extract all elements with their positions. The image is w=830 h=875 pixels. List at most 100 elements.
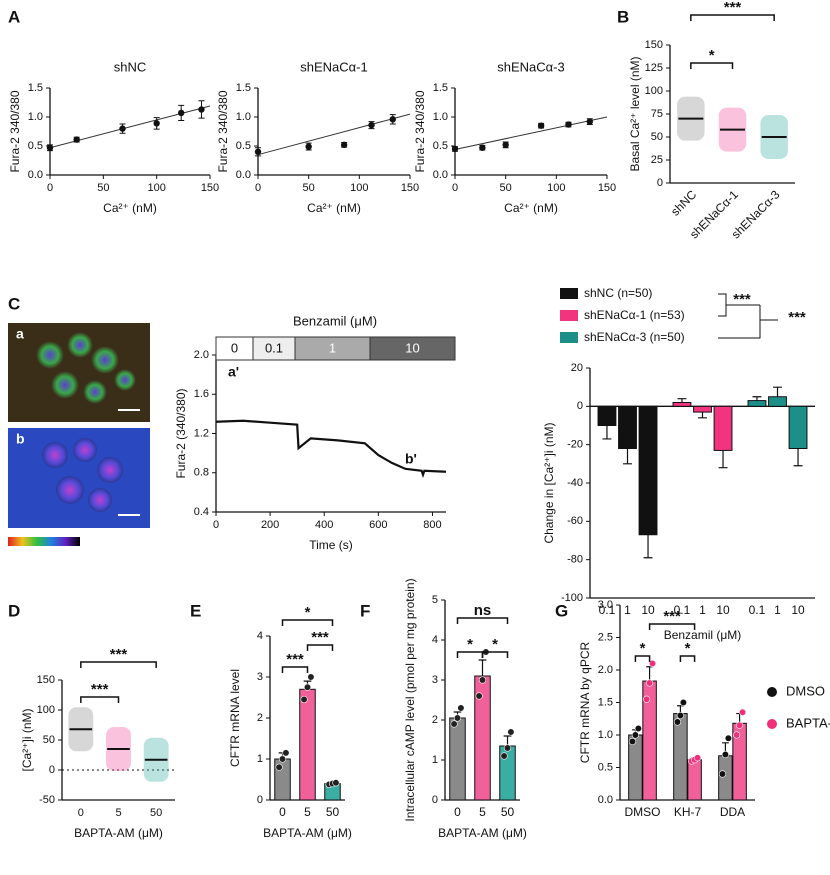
point	[693, 754, 702, 762]
chart-title: shENaCα-1	[300, 59, 367, 74]
x-tick-label: 1	[699, 603, 706, 617]
error-bar	[623, 448, 632, 465]
y-axis-label: [Ca²⁺]i (nM)	[20, 708, 34, 771]
y-tick-label: -40	[567, 477, 583, 489]
point	[254, 148, 262, 155]
x-tick-label: 1	[624, 603, 631, 617]
significance-label: ***	[724, 0, 742, 16]
y-axis-label: Basal Ca²⁺ level (nM)	[628, 56, 642, 171]
significance-bracket	[481, 651, 509, 658]
bar	[673, 713, 688, 801]
significance-label: ***	[286, 651, 304, 668]
error-bar	[646, 666, 653, 682]
significance-label: *	[640, 640, 646, 657]
y-axis-label: Intracellular cAMP level (pmol per mg pr…	[403, 578, 417, 821]
y-tick-label: 0	[657, 177, 663, 189]
y-tick-label: 0.0	[28, 169, 43, 181]
point	[198, 106, 205, 113]
y-tick-label: 1	[257, 753, 263, 765]
header-label: 0	[231, 340, 238, 355]
y-tick-label: 1.5	[598, 696, 613, 708]
significance-label: *	[305, 604, 311, 621]
point	[282, 749, 290, 757]
y-tick-label: 1.0	[598, 729, 613, 741]
x-tick-label: 50	[500, 182, 512, 194]
bar	[628, 734, 643, 801]
x-tick-label: 200	[261, 519, 279, 531]
x-tick-label: 100	[147, 182, 165, 194]
point	[453, 714, 462, 722]
point	[457, 704, 465, 712]
x-tick-label: 800	[423, 519, 441, 531]
y-tick-label: 5	[432, 594, 438, 606]
y-tick-label: 2	[257, 712, 263, 724]
significance-bracket	[80, 696, 120, 703]
y-axis-label: Fura-2 340/380	[8, 90, 22, 172]
y-axis-label: Fura-2 340/380	[216, 90, 230, 172]
point	[278, 755, 287, 763]
y-tick-label: 1.0	[28, 111, 43, 123]
point	[676, 711, 685, 720]
point	[153, 120, 160, 127]
significance-bracket	[281, 619, 334, 626]
significance-label: *	[685, 640, 691, 657]
x-axis-label: Ca²⁺ (nM)	[307, 201, 361, 215]
y-tick-label: 0	[432, 794, 438, 806]
header-label: 0.1	[265, 340, 283, 355]
cells-b	[42, 438, 123, 512]
significance-bracket	[679, 655, 696, 662]
y-tick-label: 3	[432, 674, 438, 686]
x-tick-label: 0	[454, 805, 461, 819]
point	[586, 118, 593, 125]
y-tick-label: 0.0	[236, 169, 251, 181]
panel-label: G	[555, 601, 568, 620]
point	[450, 720, 458, 728]
y-tick-label: -20	[567, 439, 583, 451]
y-tick-label: 0.0	[598, 794, 613, 806]
error-bar	[718, 450, 728, 469]
x-tick-label: 10	[716, 603, 730, 617]
point	[475, 692, 483, 700]
annotation: a'	[228, 364, 239, 380]
legend-swatch	[560, 332, 578, 343]
y-tick-label: 100	[645, 85, 663, 97]
point	[303, 683, 312, 691]
significance-bracket	[306, 644, 334, 651]
x-tick-label: 0.1	[599, 603, 616, 617]
x-tick-label: DDA	[720, 805, 745, 819]
y-tick-label: 150	[645, 39, 663, 51]
x-axis-label: Benzamil (μM)	[664, 628, 742, 642]
significance-label: ***	[788, 309, 806, 326]
x-tick-label: 5	[115, 807, 121, 819]
fit-line	[257, 113, 411, 156]
point	[648, 659, 657, 668]
error-bar	[643, 534, 653, 559]
x-tick-label: 5	[479, 805, 486, 819]
significance-bracket	[690, 14, 775, 21]
legend-label: shENaCα-3 (n=50)	[584, 330, 685, 344]
trace	[215, 419, 447, 479]
x-tick-label: 150	[401, 182, 419, 194]
y-tick-label: 125	[645, 62, 663, 74]
y-tick-label: -60	[567, 515, 583, 527]
x-tick-label: 10	[791, 603, 805, 617]
fit-line	[454, 116, 608, 150]
y-tick-label: 100	[37, 704, 55, 716]
header-label: 10	[405, 340, 419, 355]
legend-label: DMSO	[786, 683, 825, 698]
x-tick-label: 0	[255, 182, 261, 194]
point	[738, 708, 747, 716]
bar	[788, 405, 808, 450]
point	[307, 673, 315, 681]
y-tick-label: 0.4	[194, 506, 209, 518]
y-tick-label: 1.5	[433, 82, 448, 94]
point	[718, 770, 727, 778]
error-bar	[503, 735, 512, 746]
error-bar	[793, 448, 803, 467]
panel-label: C	[8, 294, 20, 313]
legend-label: shNC (n=50)	[584, 286, 652, 300]
header-title: Benzamil (μM)	[293, 313, 377, 328]
point	[73, 136, 80, 143]
legend-swatch	[560, 310, 578, 321]
